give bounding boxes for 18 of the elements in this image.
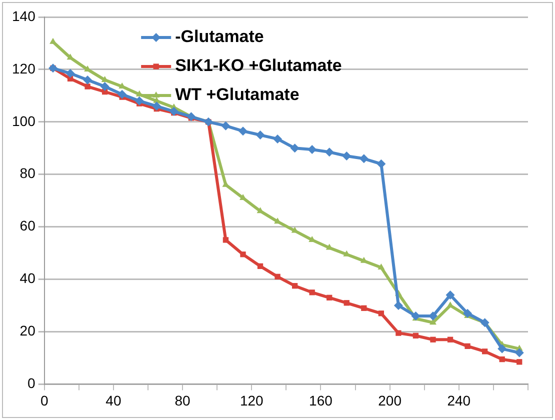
x-tick-label: 240 [447,392,471,408]
y-tick-label: 0 [28,375,36,392]
x-tick-label: 80 [174,392,191,408]
y-tick-label: 100 [12,112,36,129]
x-tick-label: 40 [106,392,122,408]
y-tick-label: 140 [12,8,36,24]
legend-label: -Glutamate [175,27,264,46]
y-tick-label: 40 [20,270,36,286]
y-tick-label: 20 [20,322,36,339]
legend-label: SIK1-KO +Glutamate [175,56,342,76]
x-tick-label: 120 [240,392,264,408]
x-tick-label: 0 [40,392,48,408]
x-tick-label: 160 [309,392,333,408]
y-tick-label: 120 [12,60,36,76]
legend-label: WT +Glutamate [175,85,300,104]
x-tick-label: 200 [378,392,402,408]
y-tick-label: 80 [20,165,36,182]
y-tick-label: 60 [20,218,36,234]
